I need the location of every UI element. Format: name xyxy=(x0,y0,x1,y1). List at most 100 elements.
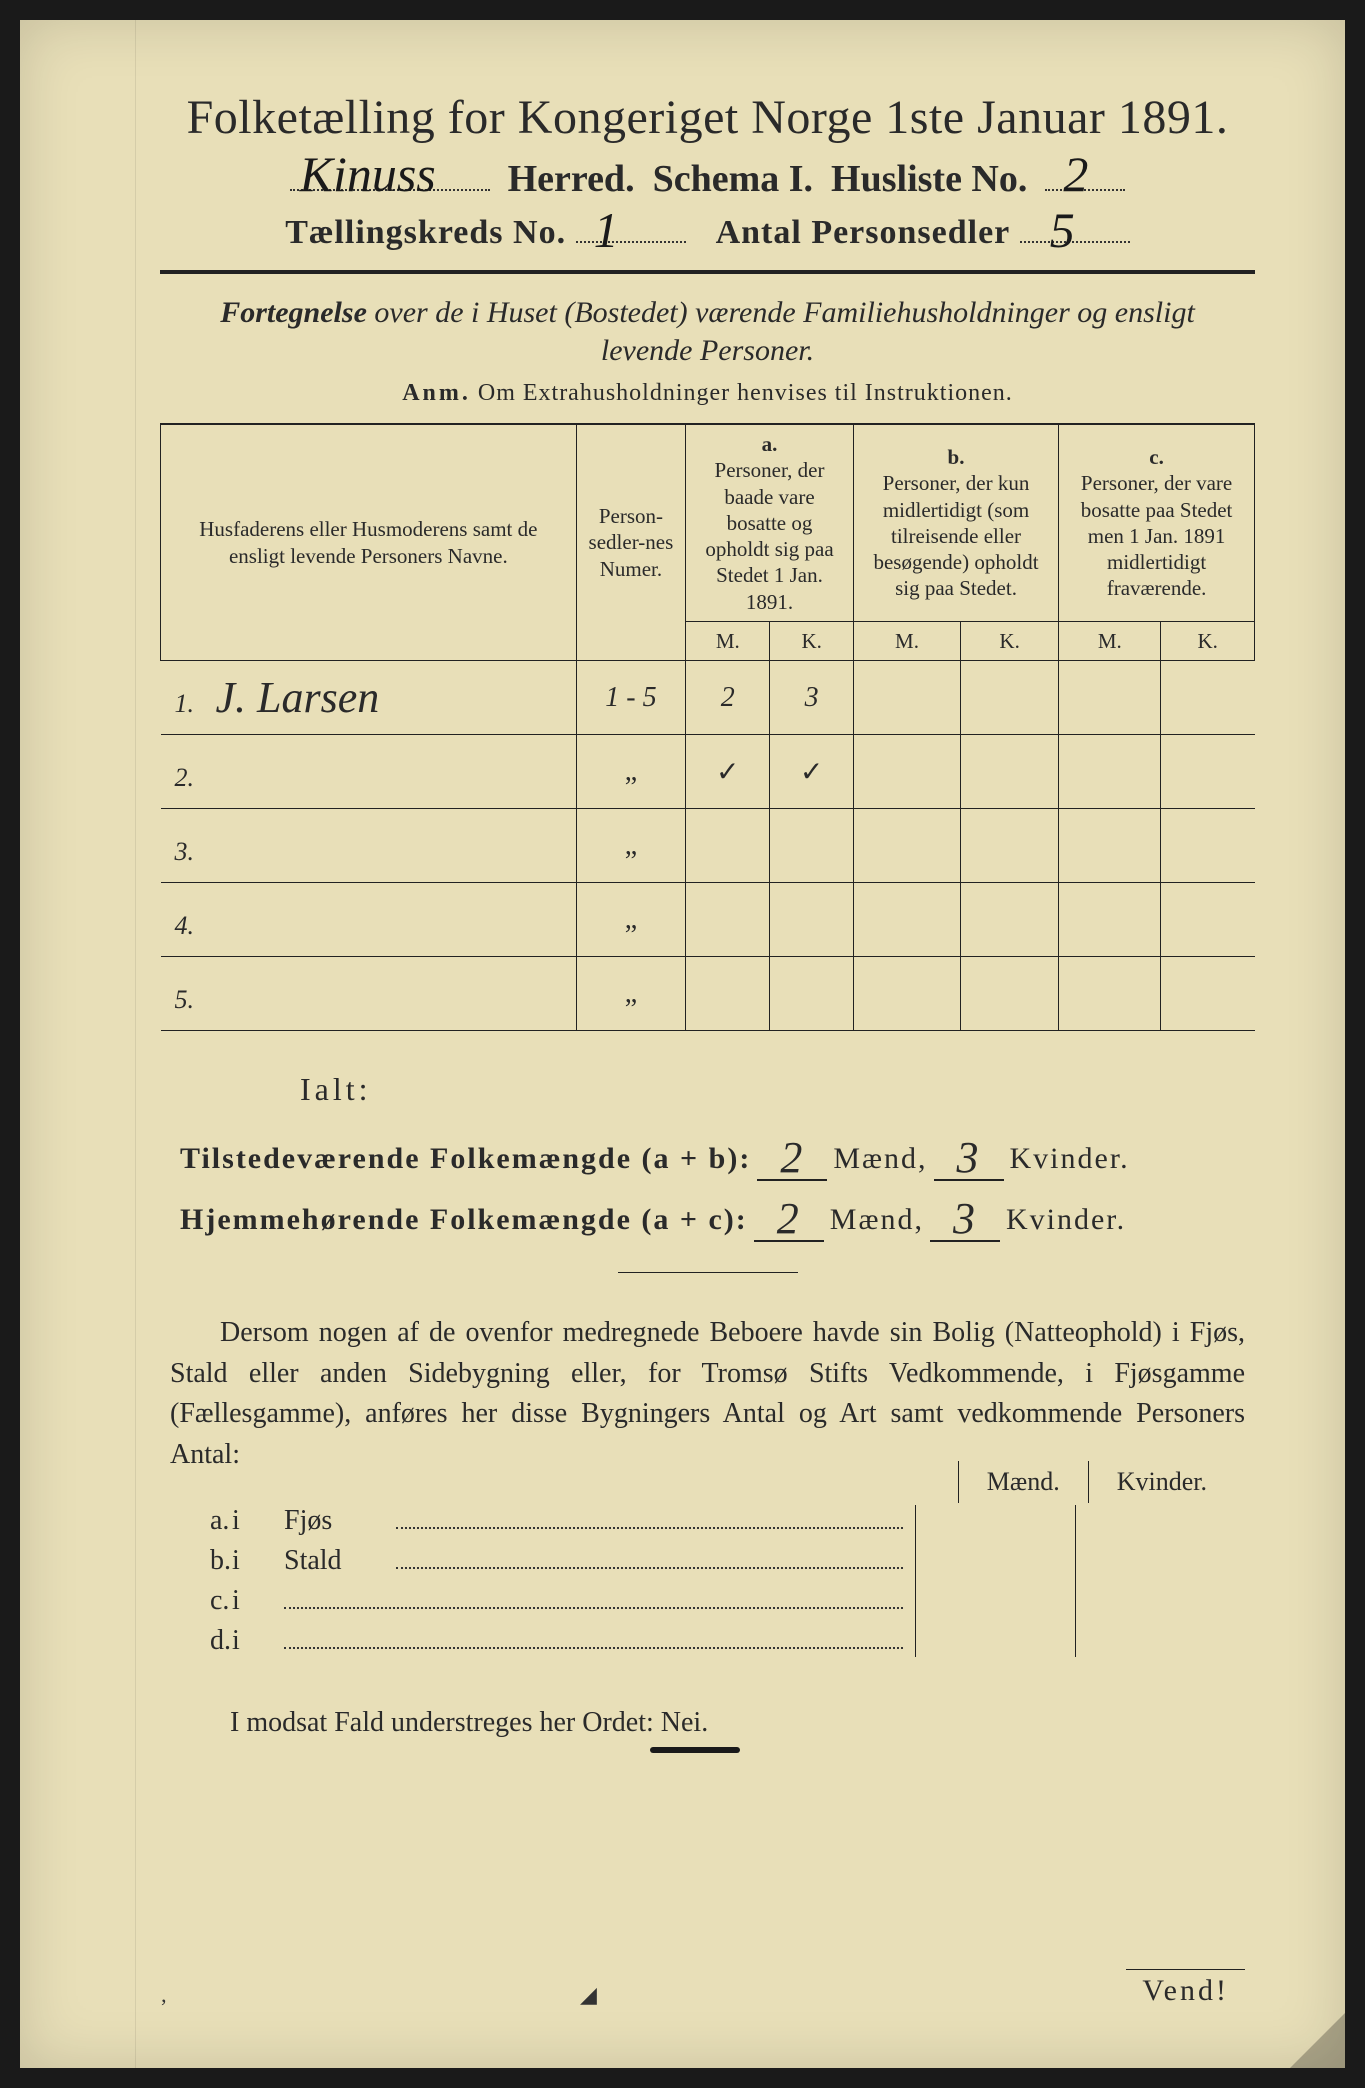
cell-am xyxy=(686,883,770,957)
cell-cm xyxy=(1059,661,1161,735)
resident-m: 2 xyxy=(777,1194,801,1243)
cell-ak xyxy=(770,883,853,957)
cell-name: 4. xyxy=(161,883,577,957)
kvinder-label: Kvinder. xyxy=(1010,1142,1130,1176)
cell-name: 3. xyxy=(161,809,577,883)
vend-label: Vend! xyxy=(1126,1969,1245,2008)
intro-line-2: levende Personer. xyxy=(160,334,1255,368)
kreds-no: 1 xyxy=(594,201,620,259)
maend-label-2: Mænd, xyxy=(830,1203,924,1237)
cell-bk xyxy=(961,957,1059,1031)
cell-name: 2. xyxy=(161,735,577,809)
center-divider xyxy=(618,1272,798,1273)
cell-bk xyxy=(961,883,1059,957)
cell-am xyxy=(686,809,770,883)
table-row: 5. „ xyxy=(161,957,1255,1031)
resident-label: Hjemmehørende Folkemængde (a + c): xyxy=(180,1203,748,1237)
intro-rest: over de i Huset (Bostedet) værende Famil… xyxy=(367,296,1195,329)
antal-label: Antal Personsedler xyxy=(716,214,1011,251)
ialt-label: Ialt: xyxy=(300,1071,1255,1108)
present-label: Tilstedeværende Folkemængde (a + b): xyxy=(180,1142,751,1176)
present-k: 3 xyxy=(957,1133,981,1182)
cell-num: „ xyxy=(576,957,685,1031)
husliste-no: 2 xyxy=(1063,145,1088,203)
cell-bm xyxy=(853,735,960,809)
corner-mark-left: ‚ xyxy=(160,1982,167,2008)
cell-cm xyxy=(1059,809,1161,883)
divider-heavy xyxy=(160,270,1255,274)
cell-ck xyxy=(1161,883,1255,957)
th-b-m: M. xyxy=(853,621,960,660)
cell-ck xyxy=(1161,661,1255,735)
th-num: Person-sedler-nes Numer. xyxy=(576,425,685,661)
table-row: 1. J. Larsen 1 - 5 2 3 xyxy=(161,661,1255,735)
kreds-field: 1 xyxy=(576,209,686,243)
header-row-1: Kinuss Herred. Schema I. Husliste No. 2 xyxy=(160,153,1255,201)
cell-bm xyxy=(853,883,960,957)
cell-num: „ xyxy=(576,809,685,883)
th-a-m: M. xyxy=(686,621,770,660)
anm-line: Anm. Om Extrahusholdninger henvises til … xyxy=(160,380,1255,407)
antal-field: 5 xyxy=(1020,209,1130,243)
household-table: Husfaderens eller Husmoderens samt de en… xyxy=(160,424,1255,1031)
nei-line: I modsat Fald understreges her Ordet: Ne… xyxy=(170,1707,1245,1739)
anm-text: Om Extrahusholdninger henvises til Instr… xyxy=(478,380,1013,406)
page-corner-fold-icon xyxy=(1290,2013,1345,2068)
cell-ak xyxy=(770,957,853,1031)
cell-cm xyxy=(1059,957,1161,1031)
paragraph-text: Dersom nogen af de ovenfor medregnede Be… xyxy=(170,1313,1245,1475)
anm-label: Anm. xyxy=(402,380,471,406)
cell-bm xyxy=(853,661,960,735)
census-form-page: Folketælling for Kongeriget Norge 1ste J… xyxy=(20,20,1345,2068)
cell-num: „ xyxy=(576,883,685,957)
th-b-k: K. xyxy=(961,621,1059,660)
schema-label: Schema I. xyxy=(653,157,813,201)
kreds-label: Tællingskreds No. xyxy=(285,214,566,251)
th-a: a. Personer, der baade vare bosatte og o… xyxy=(686,425,854,622)
husliste-label: Husliste No. xyxy=(831,157,1027,201)
cell-name: 5. xyxy=(161,957,577,1031)
building-cols xyxy=(915,1505,1235,1657)
cell-bk xyxy=(961,809,1059,883)
page-title: Folketælling for Kongeriget Norge 1ste J… xyxy=(160,90,1255,145)
cell-cm xyxy=(1059,883,1161,957)
cell-ak: ✓ xyxy=(770,735,853,809)
cell-bk xyxy=(961,661,1059,735)
intro-prefix: Fortegnelse xyxy=(220,296,367,329)
th-c-k: K. xyxy=(1161,621,1255,660)
maend-label: Mænd, xyxy=(833,1142,927,1176)
table-row: 4. „ xyxy=(161,883,1255,957)
antal-no: 5 xyxy=(1050,201,1076,259)
husliste-field: 2 xyxy=(1045,153,1125,191)
summary-present: Tilstedeværende Folkemængde (a + b): 2 M… xyxy=(180,1128,1255,1181)
present-m: 2 xyxy=(780,1133,804,1182)
cell-ck xyxy=(1161,735,1255,809)
cell-ck xyxy=(1161,809,1255,883)
summary-resident: Hjemmehørende Folkemængde (a + c): 2 Mæn… xyxy=(180,1189,1255,1242)
building-block: Mænd. Kvinder. a. i Fjøs b. i Stald c. i… xyxy=(170,1505,1245,1657)
building-m-label: Mænd. xyxy=(958,1461,1088,1503)
header-row-2: Tællingskreds No. 1 Antal Personsedler 5 xyxy=(160,209,1255,252)
cell-ak: 3 xyxy=(770,661,853,735)
kvinder-label-2: Kvinder. xyxy=(1006,1203,1126,1237)
cell-ck xyxy=(1161,957,1255,1031)
resident-k: 3 xyxy=(953,1194,977,1243)
cell-name: 1. J. Larsen xyxy=(161,661,577,735)
cell-am: 2 xyxy=(686,661,770,735)
corner-mark-mid: ◢ xyxy=(580,1982,597,2008)
building-mk-header: Mænd. Kvinder. xyxy=(958,1461,1235,1503)
table-body: 1. J. Larsen 1 - 5 2 3 2. „ ✓ ✓ xyxy=(161,661,1255,1031)
th-a-k: K. xyxy=(770,621,853,660)
cell-num: 1 - 5 xyxy=(576,661,685,735)
herred-handwritten: Kinuss xyxy=(300,145,436,203)
cell-ak xyxy=(770,809,853,883)
cell-bk xyxy=(961,735,1059,809)
cell-am: ✓ xyxy=(686,735,770,809)
th-c: c. Personer, der vare bosatte paa Stedet… xyxy=(1059,425,1255,622)
nei-underscore-icon xyxy=(650,1747,740,1753)
table-row: 3. „ xyxy=(161,809,1255,883)
cell-cm xyxy=(1059,735,1161,809)
th-b: b. Personer, der kun midlertidigt (som t… xyxy=(853,425,1058,622)
intro-line: Fortegnelse over de i Huset (Bostedet) v… xyxy=(160,296,1255,330)
cell-bm xyxy=(853,957,960,1031)
